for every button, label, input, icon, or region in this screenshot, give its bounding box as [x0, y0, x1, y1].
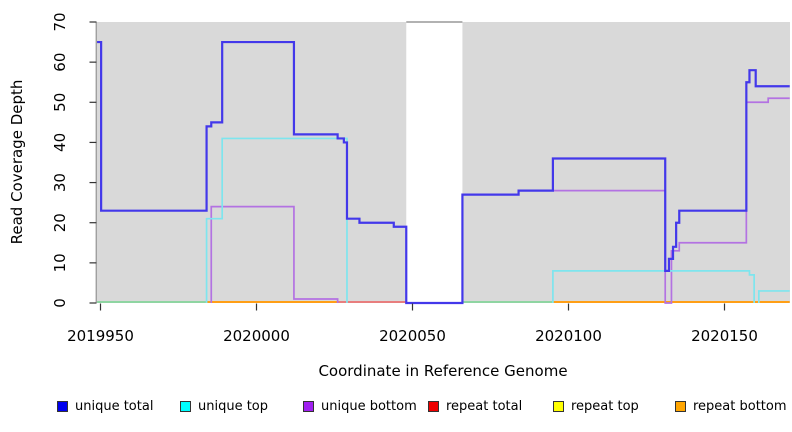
legend-label-unique-bottom: unique bottom — [321, 399, 417, 414]
y-tick-label: 10 — [51, 253, 69, 272]
series-unique-total-line — [97, 40, 790, 305]
legend-label-unique-top: unique top — [198, 399, 269, 414]
plot-area: 2019950 2020000 2020050 2020100 2020150 0 10 2… — [8, 12, 790, 380]
legend-item-repeat-total: repeat total — [428, 399, 522, 414]
y-axis-title: Read Coverage Depth — [8, 80, 26, 245]
legend-item-unique-top: unique top — [180, 399, 268, 414]
series-unique-top-line — [552, 270, 755, 303]
series-unique-top-line — [757, 290, 790, 303]
y-tick-label: 30 — [51, 173, 69, 192]
y-axis-ticks: 0 10 20 30 40 50 60 70 — [51, 12, 97, 308]
legend-swatch-repeat-bottom — [675, 401, 686, 412]
series-lines — [97, 40, 790, 305]
y-tick-label: 50 — [51, 93, 69, 112]
coverage-gap — [406, 21, 463, 304]
x-tick-label: 2020150 — [691, 327, 758, 345]
x-axis-title: Coordinate in Reference Genome — [318, 362, 567, 380]
y-tick-label: 70 — [51, 12, 69, 31]
legend-swatch-unique-top — [180, 401, 191, 412]
x-tick-label: 2020050 — [379, 327, 446, 345]
x-tick-label: 2020100 — [535, 327, 602, 345]
legend-label-repeat-bottom: repeat bottom — [693, 399, 787, 414]
legend-item-repeat-top: repeat top — [553, 399, 639, 414]
legend-item-unique-total: unique total — [57, 399, 153, 414]
legend-swatch-unique-bottom — [303, 401, 314, 412]
legend-item-repeat-bottom: repeat bottom — [675, 399, 787, 414]
legend-label-repeat-top: repeat top — [571, 399, 639, 414]
y-tick-label: 0 — [51, 298, 69, 308]
x-tick-label: 2019950 — [67, 327, 134, 345]
x-axis-ticks: 2019950 2020000 2020050 2020100 2020150 — [67, 303, 758, 345]
legend-swatch-repeat-total — [428, 401, 439, 412]
legend-swatch-unique-total — [57, 401, 68, 412]
y-tick-label: 40 — [51, 133, 69, 152]
legend-label-repeat-total: repeat total — [446, 399, 523, 414]
legend-item-unique-bottom: unique bottom — [303, 399, 417, 414]
y-tick-label: 20 — [51, 213, 69, 232]
series-unique-bottom-line — [210, 205, 339, 303]
y-tick-label: 60 — [51, 53, 69, 72]
legend-label-unique-total: unique total — [75, 399, 154, 414]
x-tick-label: 2020000 — [223, 327, 290, 345]
legend-swatch-repeat-top — [553, 401, 564, 412]
legend: unique total unique top unique bottom repea… — [0, 397, 792, 423]
